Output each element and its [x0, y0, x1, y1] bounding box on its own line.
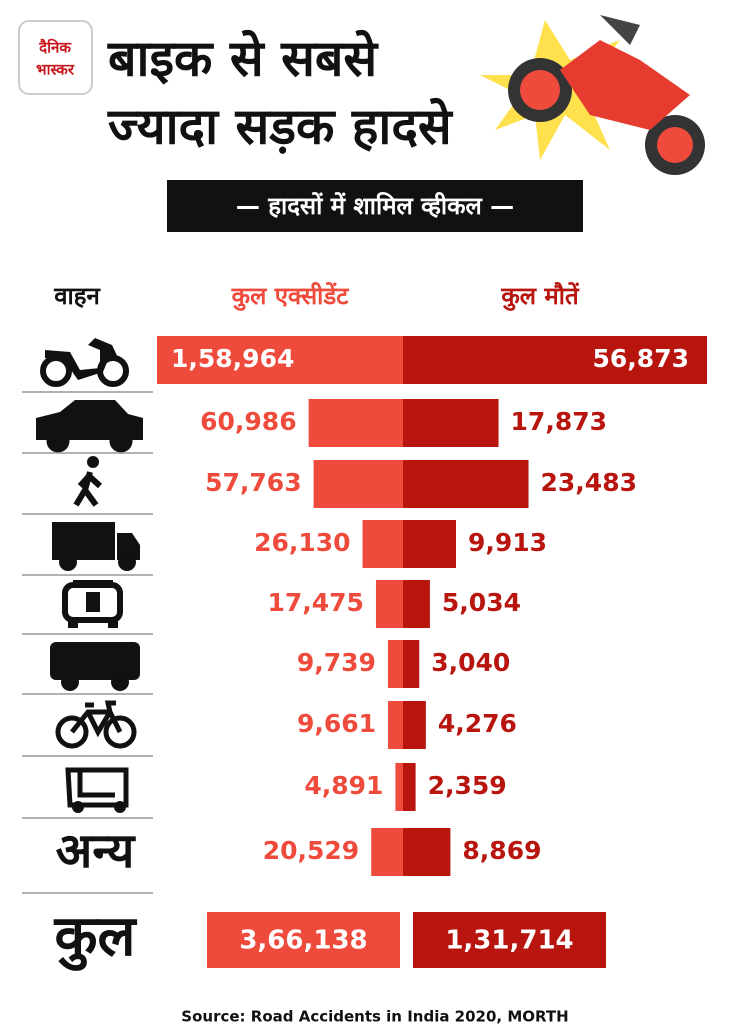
bar — [308, 399, 403, 447]
value-label: 17,475 — [267, 588, 363, 617]
bar — [403, 580, 430, 628]
bar — [403, 520, 456, 568]
bar — [403, 701, 426, 749]
total-bar — [413, 912, 606, 968]
bar — [362, 520, 403, 568]
value-label: 17,873 — [511, 407, 607, 436]
value-label: 1,58,964 — [171, 344, 294, 373]
icon-car — [36, 400, 143, 453]
bike-illustration — [480, 15, 705, 175]
bar — [387, 640, 403, 688]
category-header: वाहन — [53, 282, 101, 310]
value-label: 26,130 — [254, 528, 350, 557]
bar — [403, 640, 420, 688]
value-label: 9,661 — [297, 709, 376, 738]
total-value-label: 3,66,138 — [239, 926, 367, 956]
icon-auto-rickshaw — [65, 767, 129, 813]
bar — [395, 763, 403, 811]
icon-truck — [52, 522, 140, 571]
bar — [403, 460, 529, 508]
subtitle-box — [167, 180, 583, 232]
brand-line: भास्कर — [36, 61, 75, 79]
source: Source: Road Accidents in India 2020, MO… — [181, 1008, 568, 1026]
icon-motorcycle — [40, 338, 129, 387]
total-bar — [207, 912, 400, 968]
bar — [403, 336, 707, 384]
value-label: 4,276 — [438, 709, 517, 738]
bar — [371, 828, 403, 876]
legend-label: कुल एक्सीडेंट — [231, 282, 350, 311]
value-label: 2,359 — [428, 771, 507, 800]
bar — [403, 763, 416, 811]
value-label: 60,986 — [200, 407, 296, 436]
category-label: अन्य — [56, 823, 137, 879]
icon-pedestrian — [73, 456, 103, 507]
title-line: ज्यादा सड़क हादसे — [107, 98, 454, 156]
bar — [375, 580, 403, 628]
legend-label: कुल मौतें — [500, 282, 580, 311]
value-label: 23,483 — [541, 468, 637, 497]
bar — [403, 399, 499, 447]
value-label: 4,891 — [304, 771, 383, 800]
icon-bicycle — [55, 700, 137, 749]
icon-auto-front — [62, 580, 123, 628]
value-label: 5,034 — [442, 588, 521, 617]
value-label: 9,739 — [297, 648, 376, 677]
value-label: 9,913 — [468, 528, 547, 557]
logo: दैनिक भास्कर — [18, 20, 93, 95]
icon-bus — [50, 642, 140, 691]
bar — [403, 828, 451, 876]
bar — [157, 336, 403, 384]
brand-line: दैनिक — [38, 39, 72, 57]
subtitle: — हादसों में शामिल व्हीकल — — [236, 192, 514, 220]
title-line: बाइक से सबसे — [107, 30, 379, 88]
value-label: 3,040 — [431, 648, 510, 677]
value-label: 8,869 — [462, 836, 541, 865]
bar — [388, 701, 403, 749]
total-label: कुल — [54, 904, 138, 971]
value-label: 56,873 — [593, 344, 689, 373]
value-label: 20,529 — [263, 836, 359, 865]
bar — [313, 460, 403, 508]
value-label: 57,763 — [205, 468, 301, 497]
total-value-label: 1,31,714 — [445, 926, 573, 956]
